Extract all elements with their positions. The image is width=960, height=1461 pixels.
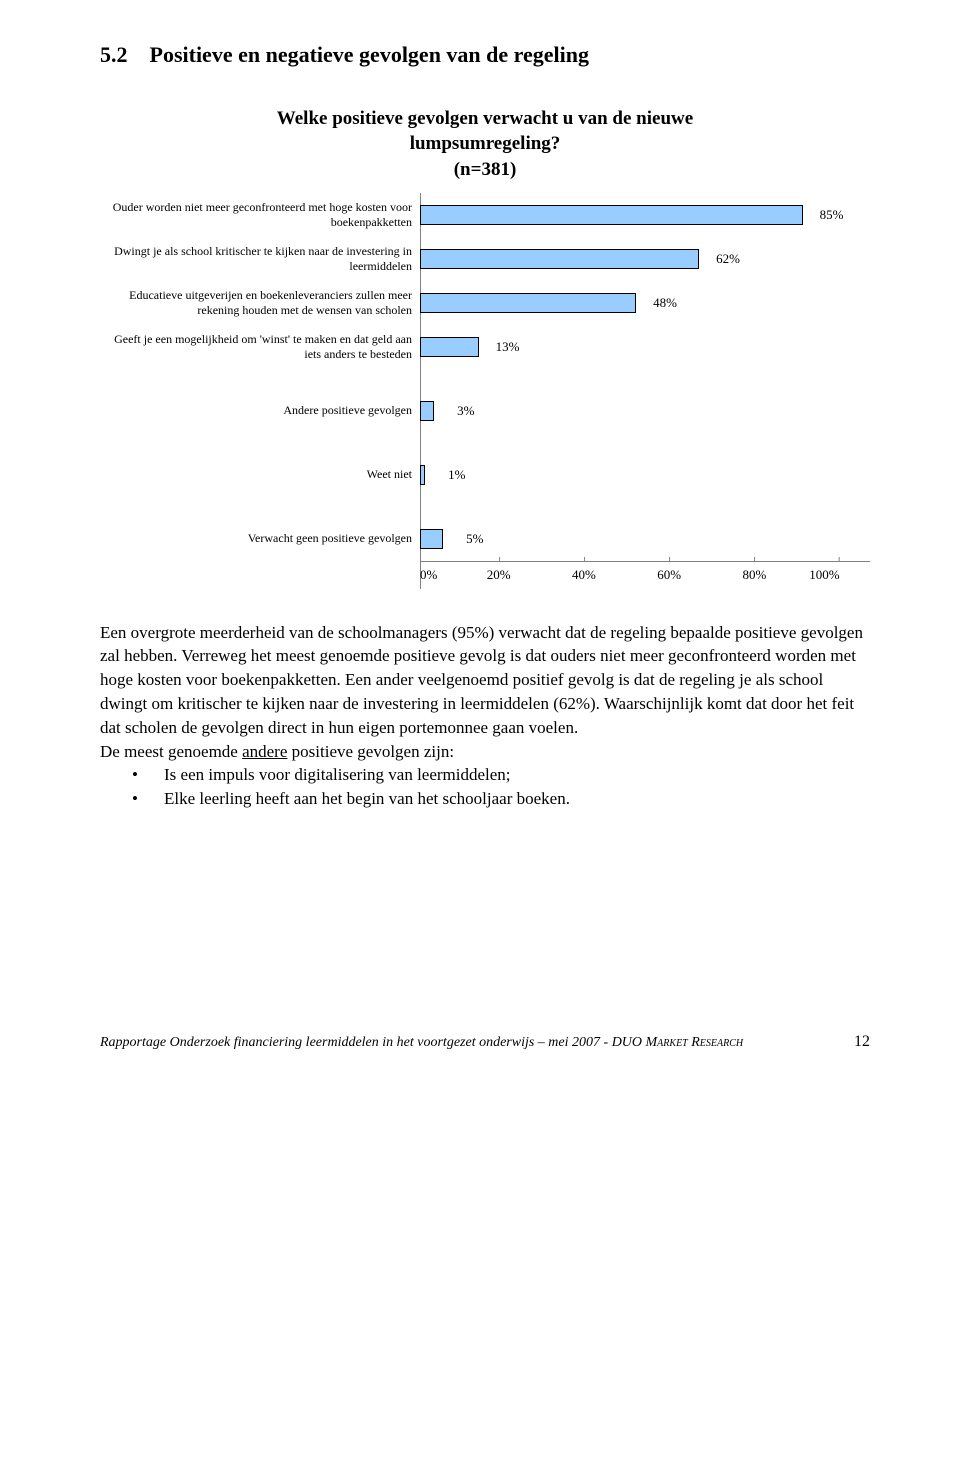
chart-row-label: Weet niet bbox=[100, 453, 420, 497]
list-item: Is een impuls voor digitalisering van le… bbox=[100, 763, 870, 787]
chart-row-label: Educatieve uitgeverijen en boekenleveran… bbox=[100, 281, 420, 325]
chart-bar: 1% bbox=[420, 465, 425, 485]
chart-row-label: Dwingt je als school kritischer te kijke… bbox=[100, 237, 420, 281]
chart-bar: 5% bbox=[420, 529, 443, 549]
chart-row-plot: 48% bbox=[420, 281, 870, 325]
chart-row: Ouder worden niet meer geconfronteerd me… bbox=[100, 193, 870, 237]
chart-bar-value: 48% bbox=[653, 294, 677, 312]
chart-bar-value: 85% bbox=[820, 206, 844, 224]
chart-row-plot: 5% bbox=[420, 517, 870, 561]
chart-x-tick-label: 100% bbox=[809, 562, 839, 584]
chart-x-tick: 0% bbox=[420, 562, 437, 589]
chart-row: Verwacht geen positieve gevolgen5% bbox=[100, 517, 870, 561]
page-footer: Rapportage Onderzoek financiering leermi… bbox=[100, 1031, 870, 1053]
chart-row-spacer bbox=[100, 497, 870, 517]
chart-row: Educatieve uitgeverijen en boekenleveran… bbox=[100, 281, 870, 325]
chart-row-label: Ouder worden niet meer geconfronteerd me… bbox=[100, 193, 420, 237]
chart-row-plot: 3% bbox=[420, 389, 870, 433]
paragraph-2: De meest genoemde andere positieve gevol… bbox=[100, 740, 870, 764]
chart-x-tick-label: 20% bbox=[487, 562, 511, 584]
para2-a: De meest genoemde bbox=[100, 742, 242, 761]
chart-x-tick: 100% bbox=[809, 562, 839, 589]
chart-bar: 48% bbox=[420, 293, 636, 313]
chart-row-label: Geeft je een mogelijkheid om 'winst' te … bbox=[100, 325, 420, 369]
chart-bar-value: 5% bbox=[466, 530, 483, 548]
chart-x-tick-label: 40% bbox=[572, 562, 596, 584]
chart-row-plot: 62% bbox=[420, 237, 870, 281]
chart-bar: 13% bbox=[420, 337, 479, 357]
chart-row: Geeft je een mogelijkheid om 'winst' te … bbox=[100, 325, 870, 369]
chart-x-tick: 40% bbox=[572, 562, 596, 589]
chart-row: Andere positieve gevolgen3% bbox=[100, 389, 870, 433]
bullet-list: Is een impuls voor digitalisering van le… bbox=[100, 763, 870, 811]
paragraph-1: Een overgrote meerderheid van de schoolm… bbox=[100, 621, 870, 740]
footer-left: Rapportage Onderzoek financiering leermi… bbox=[100, 1034, 743, 1053]
chart-x-axis: 0% 20% 40% 60% 80% 100% bbox=[100, 561, 870, 589]
chart-row: Dwingt je als school kritischer te kijke… bbox=[100, 237, 870, 281]
chart-row-plot: 85% bbox=[420, 193, 870, 237]
chart-row-plot: 1% bbox=[420, 453, 870, 497]
chart-row-label: Verwacht geen positieve gevolgen bbox=[100, 517, 420, 561]
bar-chart: Welke positieve gevolgen verwacht u van … bbox=[100, 106, 870, 589]
body-text: Een overgrote meerderheid van de schoolm… bbox=[100, 621, 870, 811]
chart-row-plot: 13% bbox=[420, 325, 870, 369]
chart-bar: 3% bbox=[420, 401, 434, 421]
chart-x-ticks: 0% 20% 40% 60% 80% 100% bbox=[420, 562, 870, 589]
list-item: Elke leerling heeft aan het begin van he… bbox=[100, 787, 870, 811]
chart-x-tick: 80% bbox=[742, 562, 766, 589]
chart-bar: 62% bbox=[420, 249, 699, 269]
chart-bar: 85% bbox=[420, 205, 803, 225]
chart-bar-value: 3% bbox=[457, 402, 474, 420]
chart-title-line2: lumpsumregeling? bbox=[410, 133, 561, 154]
chart-title: Welke positieve gevolgen verwacht u van … bbox=[100, 106, 870, 183]
chart-x-tick: 20% bbox=[487, 562, 511, 589]
para2-b: positieve gevolgen zijn: bbox=[287, 742, 454, 761]
chart-bar-value: 13% bbox=[496, 338, 520, 356]
chart-x-tick-label: 80% bbox=[742, 562, 766, 584]
chart-title-line3: (n=381) bbox=[454, 159, 517, 180]
chart-row-spacer bbox=[100, 433, 870, 453]
chart-x-tick: 60% bbox=[657, 562, 681, 589]
chart-row-label: Andere positieve gevolgen bbox=[100, 389, 420, 433]
chart-bar-value: 62% bbox=[716, 250, 740, 268]
footer-source: DUO Market Research bbox=[612, 1035, 743, 1050]
para2-underline: andere bbox=[242, 742, 287, 761]
footer-text: Rapportage Onderzoek financiering leermi… bbox=[100, 1035, 612, 1050]
chart-x-tick-label: 0% bbox=[420, 562, 437, 584]
page-number: 12 bbox=[854, 1031, 870, 1053]
chart-bar-value: 1% bbox=[448, 466, 465, 484]
chart-title-line1: Welke positieve gevolgen verwacht u van … bbox=[277, 108, 693, 129]
chart-row-spacer bbox=[100, 369, 870, 389]
chart-row: Weet niet1% bbox=[100, 453, 870, 497]
section-heading: 5.2 Positieve en negatieve gevolgen van … bbox=[100, 40, 870, 70]
chart-x-tick-label: 60% bbox=[657, 562, 681, 584]
